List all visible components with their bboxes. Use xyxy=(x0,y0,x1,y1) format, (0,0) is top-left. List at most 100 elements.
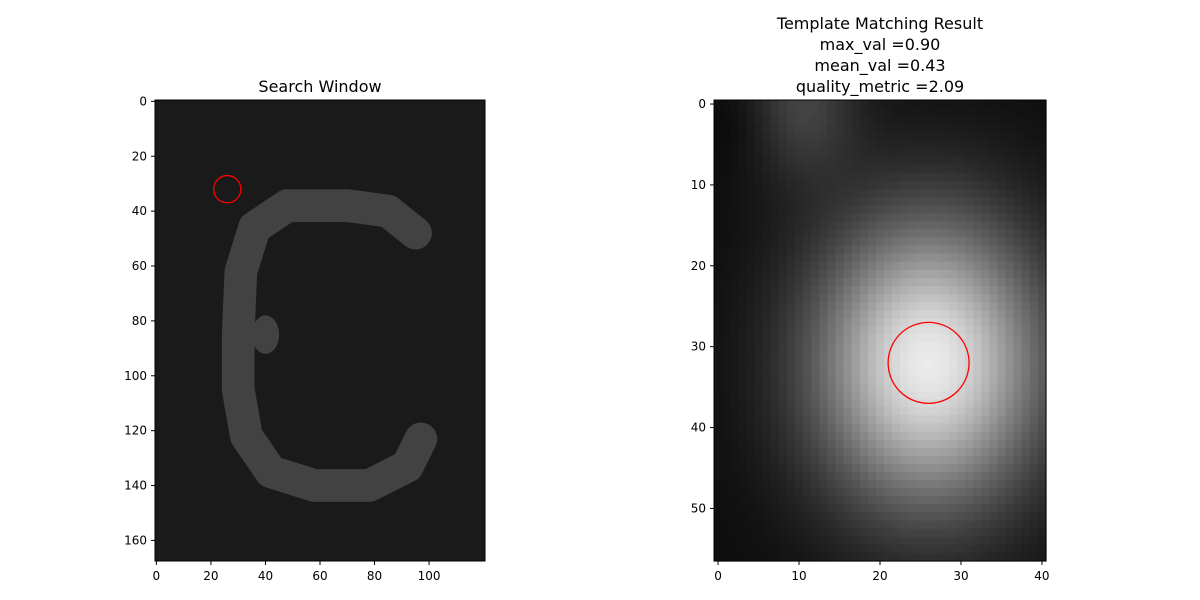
heatmap-cell xyxy=(924,488,934,497)
heatmap-cell xyxy=(811,366,820,376)
heatmap-cell xyxy=(811,286,820,295)
heatmap-cell xyxy=(948,124,958,133)
heatmap-cell xyxy=(794,124,804,133)
heatmap-cell xyxy=(730,472,739,481)
heatmap-cell xyxy=(714,164,723,174)
heatmap-cell xyxy=(1013,358,1023,368)
heatmap-cell xyxy=(819,455,828,465)
heatmap-cell xyxy=(908,116,918,125)
heatmap-cell xyxy=(948,221,958,231)
heatmap-cell xyxy=(778,245,788,255)
heatmap-cell xyxy=(714,205,723,214)
heatmap-cell xyxy=(794,407,804,417)
heatmap-cell xyxy=(965,245,974,255)
heatmap-cell xyxy=(948,172,958,182)
heatmap-cell xyxy=(843,512,853,522)
heatmap-cell xyxy=(989,512,999,522)
heatmap-cell xyxy=(1037,269,1047,279)
heatmap-cell xyxy=(867,334,877,344)
heatmap-cell xyxy=(738,237,747,247)
heatmap-cell xyxy=(811,237,820,247)
heatmap-cell xyxy=(738,391,747,400)
heatmap-cell xyxy=(981,294,990,303)
heatmap-cell xyxy=(940,294,950,303)
heatmap-cell xyxy=(1005,334,1015,344)
heatmap-cell xyxy=(778,374,788,384)
heatmap-cell xyxy=(924,463,934,473)
heatmap-cell xyxy=(867,536,877,546)
heatmap-cell xyxy=(859,488,869,497)
heatmap-cell xyxy=(1013,350,1023,360)
heatmap-cell xyxy=(714,431,723,441)
heatmap-cell xyxy=(746,415,756,425)
heatmap-cell xyxy=(1013,100,1023,109)
heatmap-cell xyxy=(843,132,853,142)
heatmap-cell xyxy=(722,423,731,433)
heatmap-cell xyxy=(924,504,934,514)
heatmap-cell xyxy=(875,399,885,408)
heatmap-cell xyxy=(1021,366,1031,376)
heatmap-cell xyxy=(892,213,901,222)
heatmap-cell xyxy=(794,221,804,231)
heatmap-cell xyxy=(867,164,877,174)
heatmap-cell xyxy=(997,318,1007,328)
heatmap-cell xyxy=(770,374,780,384)
heatmap-cell xyxy=(714,245,723,255)
heatmap-cell xyxy=(973,334,982,344)
heatmap-cell xyxy=(916,253,926,263)
heatmap-cell xyxy=(924,172,934,182)
heatmap-cell xyxy=(997,520,1007,530)
heatmap-cell xyxy=(948,310,958,319)
heatmap-cell xyxy=(875,528,885,538)
heatmap-cell xyxy=(932,552,942,562)
heatmap-cell xyxy=(762,172,772,182)
heatmap-cell xyxy=(811,496,820,505)
heatmap-cell xyxy=(827,447,837,457)
heatmap-cell xyxy=(924,334,934,344)
heatmap-cell xyxy=(875,148,885,158)
heatmap-cell xyxy=(1005,116,1015,125)
heatmap-cell xyxy=(819,496,828,505)
heatmap-cell xyxy=(948,552,958,562)
heatmap-cell xyxy=(965,326,974,336)
heatmap-cell xyxy=(819,544,828,554)
heatmap-cell xyxy=(965,318,974,328)
heatmap-cell xyxy=(827,277,837,287)
heatmap-cell xyxy=(892,536,901,546)
heatmap-cell xyxy=(1021,415,1031,425)
heatmap-cell xyxy=(1021,552,1031,562)
heatmap-cell xyxy=(722,536,731,546)
heatmap-cell xyxy=(867,148,877,158)
heatmap-cell xyxy=(973,269,982,279)
heatmap-cell xyxy=(989,358,999,368)
heatmap-cell xyxy=(1029,124,1039,133)
heatmap-cell xyxy=(892,318,901,328)
heatmap-cell xyxy=(778,318,788,328)
heatmap-cell xyxy=(1037,148,1047,158)
heatmap-cell xyxy=(1013,391,1023,400)
heatmap-cell xyxy=(884,455,893,465)
heatmap-cell xyxy=(981,237,990,247)
heatmap-cell xyxy=(746,447,756,457)
heatmap-cell xyxy=(956,480,966,489)
heatmap-cell xyxy=(754,286,764,295)
heatmap-cell xyxy=(843,488,853,497)
heatmap-cell xyxy=(811,261,820,271)
heatmap-cell xyxy=(714,342,723,352)
heatmap-cell xyxy=(811,520,820,530)
heatmap-cell xyxy=(875,383,885,392)
heatmap-cell xyxy=(835,132,845,142)
heatmap-cell xyxy=(908,496,918,505)
heatmap-cell xyxy=(811,318,820,328)
heatmap-cell xyxy=(973,463,982,473)
heatmap-cell xyxy=(900,116,909,125)
heatmap-cell xyxy=(867,261,877,271)
heatmap-cell xyxy=(714,472,723,481)
heatmap-cell xyxy=(973,286,982,295)
heatmap-cell xyxy=(778,431,788,441)
right-x-tick-label: 0 xyxy=(714,569,722,583)
heatmap-cell xyxy=(932,374,942,384)
heatmap-cell xyxy=(867,140,877,150)
heatmap-cell xyxy=(948,407,958,417)
